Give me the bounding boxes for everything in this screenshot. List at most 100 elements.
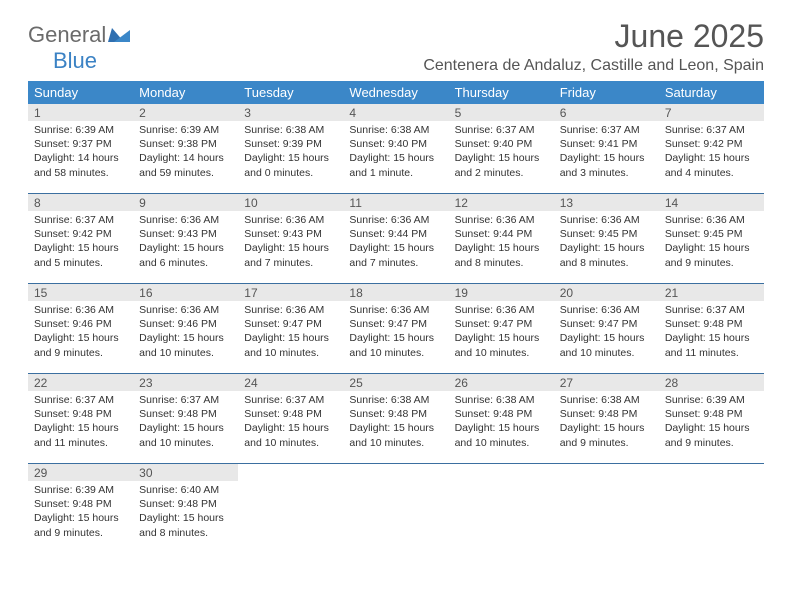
day-cell: Sunrise: 6:36 AMSunset: 9:44 PMDaylight:…: [343, 211, 448, 283]
logo-triangle-icon: [108, 26, 130, 47]
sunrise-line: Sunrise: 6:37 AM: [34, 393, 127, 407]
sunset-line: Sunset: 9:44 PM: [349, 227, 442, 241]
daylight-line: Daylight: 15 hours and 9 minutes.: [34, 511, 127, 539]
day-number: [659, 464, 764, 481]
day-cell: Sunrise: 6:39 AMSunset: 9:48 PMDaylight:…: [28, 481, 133, 553]
day-number: [554, 464, 659, 481]
day-number: 3: [238, 104, 343, 121]
sunset-line: Sunset: 9:48 PM: [455, 407, 548, 421]
sunset-line: Sunset: 9:48 PM: [139, 497, 232, 511]
sunrise-line: Sunrise: 6:38 AM: [455, 393, 548, 407]
sunset-line: Sunset: 9:46 PM: [34, 317, 127, 331]
day-number: 28: [659, 374, 764, 391]
day-cell: Sunrise: 6:37 AMSunset: 9:42 PMDaylight:…: [659, 121, 764, 193]
day-number: 19: [449, 284, 554, 301]
daylight-line: Daylight: 15 hours and 10 minutes.: [349, 421, 442, 449]
day-cell: Sunrise: 6:37 AMSunset: 9:48 PMDaylight:…: [28, 391, 133, 463]
sunset-line: Sunset: 9:48 PM: [139, 407, 232, 421]
sunrise-line: Sunrise: 6:36 AM: [139, 213, 232, 227]
sunrise-line: Sunrise: 6:38 AM: [349, 393, 442, 407]
sunrise-line: Sunrise: 6:36 AM: [349, 213, 442, 227]
day-cell: Sunrise: 6:36 AMSunset: 9:47 PMDaylight:…: [343, 301, 448, 373]
day-cell: Sunrise: 6:38 AMSunset: 9:40 PMDaylight:…: [343, 121, 448, 193]
daylight-line: Daylight: 15 hours and 3 minutes.: [560, 151, 653, 179]
sunset-line: Sunset: 9:40 PM: [349, 137, 442, 151]
day-cell: Sunrise: 6:36 AMSunset: 9:47 PMDaylight:…: [449, 301, 554, 373]
sunset-line: Sunset: 9:48 PM: [665, 407, 758, 421]
logo-text: General Blue: [28, 22, 130, 74]
week-row: Sunrise: 6:36 AMSunset: 9:46 PMDaylight:…: [28, 301, 764, 373]
day-number: 23: [133, 374, 238, 391]
day-number: 11: [343, 194, 448, 211]
day-number: 14: [659, 194, 764, 211]
sunrise-line: Sunrise: 6:36 AM: [244, 213, 337, 227]
day-number: 10: [238, 194, 343, 211]
sunrise-line: Sunrise: 6:36 AM: [665, 213, 758, 227]
day-number: 7: [659, 104, 764, 121]
daylight-line: Daylight: 15 hours and 9 minutes.: [665, 241, 758, 269]
day-number: 27: [554, 374, 659, 391]
day-cell: Sunrise: 6:37 AMSunset: 9:48 PMDaylight:…: [238, 391, 343, 463]
sunrise-line: Sunrise: 6:39 AM: [34, 483, 127, 497]
daylight-line: Daylight: 15 hours and 9 minutes.: [665, 421, 758, 449]
day-number: 9: [133, 194, 238, 211]
daylight-line: Daylight: 15 hours and 7 minutes.: [349, 241, 442, 269]
weekday-header-row: Sunday Monday Tuesday Wednesday Thursday…: [28, 81, 764, 104]
sunrise-line: Sunrise: 6:37 AM: [34, 213, 127, 227]
daylight-line: Daylight: 15 hours and 10 minutes.: [139, 421, 232, 449]
page: General Blue June 2025 Centenera de Anda…: [0, 0, 792, 571]
title-block: June 2025 Centenera de Andaluz, Castille…: [423, 18, 764, 75]
sunset-line: Sunset: 9:48 PM: [665, 317, 758, 331]
daylight-line: Daylight: 15 hours and 11 minutes.: [665, 331, 758, 359]
daylight-line: Daylight: 15 hours and 6 minutes.: [139, 241, 232, 269]
day-cell: Sunrise: 6:38 AMSunset: 9:48 PMDaylight:…: [343, 391, 448, 463]
week-row: Sunrise: 6:39 AMSunset: 9:37 PMDaylight:…: [28, 121, 764, 193]
sunrise-line: Sunrise: 6:36 AM: [139, 303, 232, 317]
day-number: 12: [449, 194, 554, 211]
daylight-line: Daylight: 15 hours and 0 minutes.: [244, 151, 337, 179]
daylight-line: Daylight: 14 hours and 58 minutes.: [34, 151, 127, 179]
day-cell: [659, 481, 764, 553]
sunset-line: Sunset: 9:42 PM: [665, 137, 758, 151]
day-number: 18: [343, 284, 448, 301]
day-number: 29: [28, 464, 133, 481]
day-cell: Sunrise: 6:36 AMSunset: 9:43 PMDaylight:…: [238, 211, 343, 283]
day-cell: Sunrise: 6:39 AMSunset: 9:37 PMDaylight:…: [28, 121, 133, 193]
daylight-line: Daylight: 15 hours and 10 minutes.: [455, 331, 548, 359]
day-number: 1: [28, 104, 133, 121]
sunrise-line: Sunrise: 6:36 AM: [560, 213, 653, 227]
sunset-line: Sunset: 9:48 PM: [349, 407, 442, 421]
day-cell: Sunrise: 6:36 AMSunset: 9:46 PMDaylight:…: [133, 301, 238, 373]
sunrise-line: Sunrise: 6:36 AM: [455, 213, 548, 227]
weekday-mon: Monday: [133, 81, 238, 104]
day-number: 6: [554, 104, 659, 121]
header: General Blue June 2025 Centenera de Anda…: [28, 18, 764, 75]
day-cell: Sunrise: 6:36 AMSunset: 9:47 PMDaylight:…: [554, 301, 659, 373]
day-cell: Sunrise: 6:38 AMSunset: 9:48 PMDaylight:…: [449, 391, 554, 463]
day-number: 15: [28, 284, 133, 301]
sunrise-line: Sunrise: 6:38 AM: [349, 123, 442, 137]
sunset-line: Sunset: 9:37 PM: [34, 137, 127, 151]
day-cell: [449, 481, 554, 553]
daylight-line: Daylight: 15 hours and 8 minutes.: [455, 241, 548, 269]
sunset-line: Sunset: 9:48 PM: [34, 497, 127, 511]
day-number: 5: [449, 104, 554, 121]
daylight-line: Daylight: 15 hours and 8 minutes.: [139, 511, 232, 539]
day-cell: Sunrise: 6:37 AMSunset: 9:48 PMDaylight:…: [133, 391, 238, 463]
day-cell: [554, 481, 659, 553]
day-number: 24: [238, 374, 343, 391]
month-title: June 2025: [423, 18, 764, 55]
day-cell: Sunrise: 6:39 AMSunset: 9:48 PMDaylight:…: [659, 391, 764, 463]
daylight-line: Daylight: 15 hours and 9 minutes.: [34, 331, 127, 359]
sunset-line: Sunset: 9:48 PM: [560, 407, 653, 421]
sunrise-line: Sunrise: 6:36 AM: [455, 303, 548, 317]
logo-word-blue: Blue: [25, 48, 97, 73]
sunrise-line: Sunrise: 6:37 AM: [139, 393, 232, 407]
daylight-line: Daylight: 15 hours and 1 minute.: [349, 151, 442, 179]
daynum-row: 15161718192021: [28, 283, 764, 301]
sunset-line: Sunset: 9:40 PM: [455, 137, 548, 151]
location: Centenera de Andaluz, Castille and Leon,…: [423, 57, 764, 75]
sunrise-line: Sunrise: 6:36 AM: [34, 303, 127, 317]
day-cell: Sunrise: 6:36 AMSunset: 9:47 PMDaylight:…: [238, 301, 343, 373]
daylight-line: Daylight: 15 hours and 10 minutes.: [560, 331, 653, 359]
